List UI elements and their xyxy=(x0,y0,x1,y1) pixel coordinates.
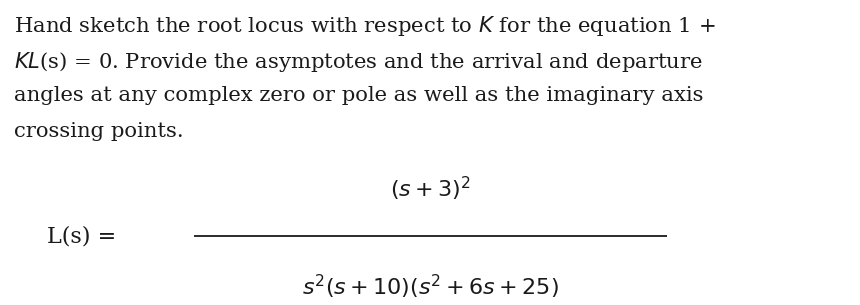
Text: angles at any complex zero or pole as well as the imaginary axis: angles at any complex zero or pole as we… xyxy=(14,86,703,105)
Text: $(s + 3)^2$: $(s + 3)^2$ xyxy=(390,175,470,203)
Text: Hand sketch the root locus with respect to $K$ for the equation 1 +: Hand sketch the root locus with respect … xyxy=(14,14,716,38)
Text: L(s) =: L(s) = xyxy=(47,225,117,247)
Text: crossing points.: crossing points. xyxy=(14,122,183,141)
Text: $KL$(s) = 0. Provide the asymptotes and the arrival and departure: $KL$(s) = 0. Provide the asymptotes and … xyxy=(14,50,703,74)
Text: $s^2(s + 10)(s^2 + 6s + 25)$: $s^2(s + 10)(s^2 + 6s + 25)$ xyxy=(302,273,558,301)
